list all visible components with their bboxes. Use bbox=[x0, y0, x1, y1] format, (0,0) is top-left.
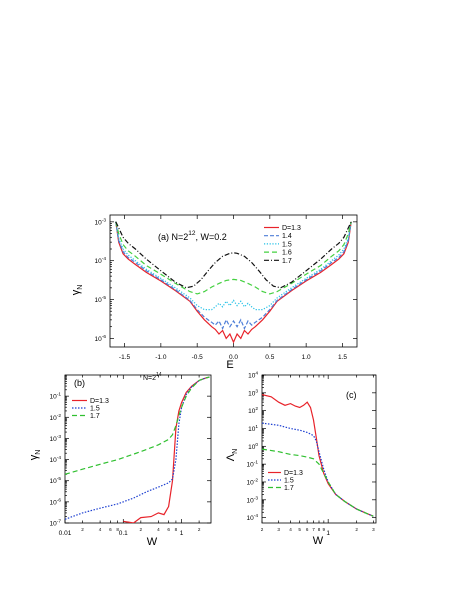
panel-a-legend-label: 1.5 bbox=[282, 241, 292, 248]
panel-a-annotation: (a) N=212, W=0.2 bbox=[158, 230, 227, 242]
panel-b-xtick-minor-label: 4 bbox=[157, 527, 160, 532]
panel-c-xtick-minor-label: 4 bbox=[289, 527, 292, 532]
panel-b-xlabel: W bbox=[147, 536, 158, 548]
panel-a-series-5-line bbox=[115, 221, 352, 289]
panel-a-xtick-label: 1.0 bbox=[302, 354, 311, 361]
panel-c-ytick-label: 102 bbox=[248, 406, 258, 415]
panel-b-xtick-label: 1 bbox=[180, 530, 184, 537]
panel-b-xtick-minor-label: 8 bbox=[116, 527, 119, 532]
panel-c-ytick-label: 10-4 bbox=[247, 513, 259, 522]
panel-b-legend-label: 1.5 bbox=[90, 406, 100, 413]
panel-c-xtick-minor-label: 2 bbox=[355, 527, 358, 532]
panel-b-series-1-line bbox=[123, 376, 210, 523]
panel-b-xtick-minor-label: 4 bbox=[99, 527, 102, 532]
panel-c-xtick-minor-label: 7 bbox=[312, 527, 315, 532]
panel-b-ytick-label: 10-4 bbox=[50, 455, 62, 464]
panel-c-xtick-minor-label: 6 bbox=[306, 527, 309, 532]
panel-b-xtick-minor-label: 2 bbox=[140, 527, 143, 532]
panel-c-legend-label: 1.5 bbox=[284, 478, 294, 485]
panel-a-xtick-label: -1.5 bbox=[119, 354, 131, 361]
panel-a-series-1-line bbox=[115, 221, 352, 344]
panel-c-xtick-minor-label: 3 bbox=[277, 527, 280, 532]
panel-c-ytick-label: 10-2 bbox=[247, 477, 259, 486]
panel-c-ytick-label: 10-3 bbox=[247, 495, 259, 504]
panel-a-xtick-label: -0.5 bbox=[192, 354, 204, 361]
panel-b-n-label: N=214 bbox=[143, 372, 162, 382]
panel-a-ytick-label: 10-6 bbox=[95, 334, 107, 343]
panel-b-xtick-minor-label: 8 bbox=[175, 527, 178, 532]
panel-b-xtick-minor-label: 6 bbox=[109, 527, 112, 532]
panel-b-xtick-label: 0.01 bbox=[59, 530, 72, 537]
panel-c-ytick-label: 104 bbox=[248, 371, 258, 380]
panel-c-xtick-minor-label: 3 bbox=[372, 527, 375, 532]
panel-a-xtick-label: 1.5 bbox=[338, 354, 347, 361]
panel-c-frame bbox=[261, 374, 377, 524]
panel-c-xtick-minor-label: 8 bbox=[318, 527, 321, 532]
panel-a-series-2-line bbox=[115, 221, 352, 330]
panel-c-series-3-line bbox=[262, 448, 374, 517]
panel-a-ylabel: γN bbox=[70, 285, 84, 296]
panel-a-ytick-label: 10-5 bbox=[95, 295, 107, 304]
panel-c-ytick-label: 101 bbox=[248, 424, 258, 433]
panel-a: (a) N=212, W=0.2 E γN 10-6 10-5 10-4 10-3 -1… bbox=[70, 214, 358, 371]
panel-b-ylabel: γN bbox=[28, 450, 42, 461]
panel-b-ytick-label: 10-3 bbox=[50, 434, 62, 443]
panel-c-xtick-label: 1 bbox=[326, 530, 330, 537]
panel-b-xtick-label: 0.1 bbox=[119, 530, 128, 537]
panel-b-label: (b) bbox=[74, 378, 85, 388]
panel-b-series-3-line bbox=[65, 376, 210, 475]
panel-b-legend-label: 1.7 bbox=[90, 413, 100, 420]
panel-a-xtick-label: -1.0 bbox=[155, 354, 167, 361]
panel-a-legend-label: 1.6 bbox=[282, 250, 292, 257]
panel-a-xlabel: E bbox=[226, 359, 233, 371]
panel-c: (c) W ΛN 10-4 10-3 10-2 10-1 100 101 102 103 104… bbox=[225, 371, 377, 547]
panel-c-ytick-label: 103 bbox=[248, 388, 258, 397]
panel-c-xtick-minor-label: 5 bbox=[298, 527, 301, 532]
panel-c-xtick-minor-label: 2 bbox=[261, 527, 264, 532]
panel-a-series-4-line bbox=[115, 221, 352, 295]
panel-c-legend-label: 1.7 bbox=[284, 485, 294, 492]
panel-a-ytick-label: 10-3 bbox=[95, 217, 107, 226]
svg-text:γN: γN bbox=[70, 285, 84, 296]
panel-a-frame bbox=[109, 214, 358, 348]
panel-a-ytick-label: 10-4 bbox=[95, 256, 107, 265]
panel-b-ytick-label: 10-2 bbox=[50, 413, 62, 422]
panel-c-series-1-line bbox=[262, 394, 374, 517]
panel-b-xtick-minor-label: 2 bbox=[198, 527, 201, 532]
panel-c-xtick-minor-label: 9 bbox=[323, 527, 326, 532]
panel-b-frame bbox=[64, 374, 212, 524]
panel-c-legend-label: D=1.3 bbox=[284, 470, 303, 477]
panel-b-xtick-minor-label: 6 bbox=[167, 527, 170, 532]
panel-b-legend-label: D=1.3 bbox=[90, 398, 109, 405]
panel-c-series-2-line bbox=[262, 422, 374, 517]
panel-a-series-3-line bbox=[115, 221, 352, 311]
panel-a-legend-label: 1.4 bbox=[282, 233, 292, 240]
panel-a-legend-label: 1.7 bbox=[282, 258, 292, 265]
svg-text:(a) N=212, W=0.2: (a) N=212, W=0.2 bbox=[158, 230, 227, 242]
panel-c-label: (c) bbox=[346, 390, 357, 400]
panel-c-ytick-label: 100 bbox=[248, 442, 258, 451]
svg-text:ΛN: ΛN bbox=[225, 449, 239, 461]
panel-b-xtick-minor-label: 2 bbox=[81, 527, 84, 532]
panel-b-ytick-label: 10-7 bbox=[50, 519, 62, 528]
panel-b-ytick-label: 10-5 bbox=[50, 476, 62, 485]
panel-a-xtick-label: 0.5 bbox=[265, 354, 274, 361]
panel-b-series-2-line bbox=[65, 376, 210, 520]
panel-b-ytick-label: 10-6 bbox=[50, 497, 62, 506]
panel-a-legend-label: D=1.3 bbox=[282, 225, 301, 232]
panel-c-ylabel: ΛN bbox=[225, 449, 239, 461]
panel-a-xtick-label: 0.0 bbox=[229, 354, 238, 361]
panel-b-ytick-label: 10-1 bbox=[50, 392, 62, 401]
panel-c-ytick-label: 10-1 bbox=[247, 460, 259, 469]
panel-c-xlabel: W bbox=[313, 535, 324, 547]
svg-text:γN: γN bbox=[28, 450, 42, 461]
panel-b: (b) N=214 W γN 10-7 10-6 10-5 10-4 10-3 10-2 1… bbox=[28, 372, 212, 548]
